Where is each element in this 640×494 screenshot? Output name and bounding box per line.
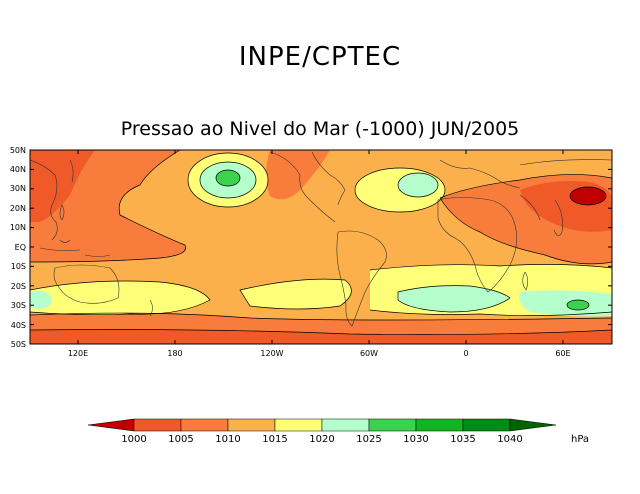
lat-label: 10N xyxy=(10,223,26,232)
legend-arrow-low xyxy=(87,418,135,432)
high-peak-pacific xyxy=(216,170,240,186)
legend-swatch xyxy=(415,418,464,432)
high-core-atlantic xyxy=(398,173,438,197)
lon-label: 120E xyxy=(68,349,88,358)
low-north-america xyxy=(266,150,330,200)
lat-label: 30N xyxy=(10,184,26,193)
lon-label: 0 xyxy=(463,349,468,358)
legend-labels: 1000 1005 1010 1015 1020 1025 1030 1035 … xyxy=(121,434,522,445)
lat-axis: 50N 40N 30N 20N 10N EQ 10S 20S 30S 40S 5… xyxy=(10,146,26,349)
high-core-south-indian xyxy=(518,290,612,317)
high-south-indian-west xyxy=(30,281,210,315)
high-core-south-atlantic xyxy=(398,285,510,312)
legend-swatch xyxy=(274,418,323,432)
legend-swatch xyxy=(227,418,276,432)
legend-swatch xyxy=(180,418,229,432)
pressure-field xyxy=(30,150,612,344)
legend-swatch xyxy=(368,418,417,432)
legend-label: 1005 xyxy=(168,434,193,445)
legend-swatch xyxy=(133,418,182,432)
legend-unit: hPa xyxy=(571,434,590,445)
legend-label: 1015 xyxy=(262,434,287,445)
lon-label: 180 xyxy=(167,349,182,358)
lat-label: 40N xyxy=(10,165,26,174)
contour-lines xyxy=(30,150,612,335)
high-peak-indian xyxy=(567,300,589,310)
page-title: INPE/CPTEC xyxy=(238,42,402,72)
high-core-australia xyxy=(30,291,52,309)
lat-label: 20S xyxy=(11,282,26,291)
lon-label: 120W xyxy=(260,349,283,358)
legend-label: 1035 xyxy=(450,434,475,445)
legend-label: 1025 xyxy=(356,434,381,445)
high-south-pacific xyxy=(240,279,352,309)
lat-label: 40S xyxy=(11,321,26,330)
lon-label: 60E xyxy=(555,349,570,358)
legend-label: 1030 xyxy=(403,434,428,445)
lat-label: 30S xyxy=(11,301,26,310)
lon-axis: 120E 180 120W 60W 0 60E xyxy=(68,349,571,358)
color-legend xyxy=(87,418,557,432)
lat-label: 50S xyxy=(11,340,26,349)
lat-label: EQ xyxy=(15,243,26,252)
coastlines xyxy=(30,151,612,327)
lat-label: 20N xyxy=(10,204,26,213)
legend-label: 1020 xyxy=(309,434,334,445)
lon-label: 60W xyxy=(360,349,378,358)
legend-arrow-high xyxy=(509,418,557,432)
map-title: Pressao ao Nivel do Mar (-1000) JUN/2005 xyxy=(120,118,520,140)
axis-ticks xyxy=(30,149,612,345)
lat-label: 50N xyxy=(10,146,26,155)
legend-label: 1000 xyxy=(121,434,146,445)
legend-swatch xyxy=(462,418,511,432)
legend-swatch xyxy=(321,418,370,432)
legend-label: 1040 xyxy=(497,434,522,445)
legend-label: 1010 xyxy=(215,434,240,445)
deep-low-asia xyxy=(570,187,606,205)
lat-label: 10S xyxy=(11,262,26,271)
